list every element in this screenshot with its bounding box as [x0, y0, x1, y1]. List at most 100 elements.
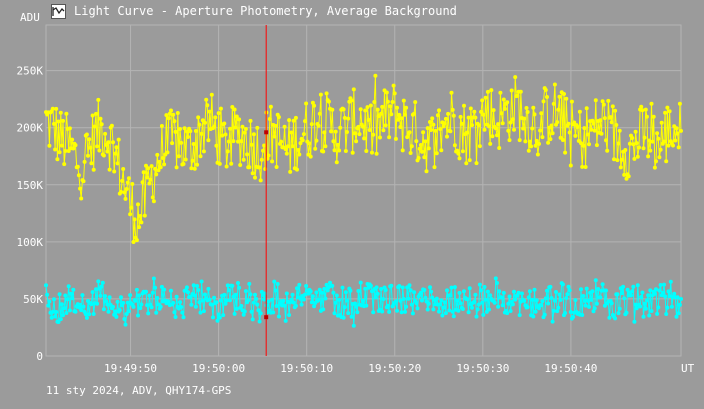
data-point: [193, 129, 198, 133]
data-point: [87, 137, 92, 142]
data-point: [666, 143, 671, 148]
data-point: [671, 143, 675, 148]
data-point: [218, 298, 223, 303]
data-point: [199, 131, 204, 136]
data-point: [169, 288, 173, 293]
data-point: [677, 101, 682, 106]
data-point: [63, 149, 68, 153]
data-point: [462, 289, 466, 294]
data-point: [45, 292, 50, 297]
data-point: [259, 157, 264, 162]
light-curve-chart[interactable]: 0 50K 100K 150K 200K 250K 19:49:50 19:50:00 19:5…: [0, 0, 704, 380]
data-point: [171, 300, 176, 305]
data-point: [466, 310, 471, 315]
data-point: [621, 284, 626, 289]
data-point: [533, 143, 538, 148]
data-point: [554, 290, 558, 294]
data-point: [331, 139, 336, 144]
data-point: [664, 312, 669, 316]
data-point: [205, 103, 210, 108]
data-point: [562, 92, 566, 96]
data-point: [316, 123, 321, 128]
data-point: [485, 289, 490, 294]
data-point: [674, 126, 679, 131]
data-point: [222, 292, 227, 297]
data-point: [323, 296, 328, 301]
data-point: [337, 148, 342, 153]
data-point: [297, 282, 302, 287]
data-point: [510, 117, 515, 122]
data-point: [617, 306, 622, 311]
data-point: [507, 294, 512, 299]
data-point: [337, 297, 342, 302]
data-point: [332, 148, 337, 153]
data-point: [619, 157, 624, 162]
data-point: [635, 283, 640, 288]
data-point: [253, 175, 257, 180]
data-point: [188, 129, 193, 134]
data-point: [560, 282, 565, 287]
data-point: [61, 313, 65, 318]
data-point: [259, 289, 264, 294]
data-point: [665, 305, 670, 310]
data-point: [550, 319, 555, 324]
data-point: [565, 292, 570, 297]
data-point: [215, 318, 220, 323]
data-point: [125, 300, 130, 305]
data-point: [73, 309, 78, 314]
data-point: [151, 276, 156, 281]
data-point: [523, 139, 528, 144]
data-point: [556, 305, 561, 310]
data-point: [271, 310, 276, 315]
data-point: [431, 307, 436, 312]
data-point: [422, 288, 427, 292]
data-point: [466, 115, 471, 120]
data-point: [90, 290, 95, 295]
data-point: [582, 126, 587, 131]
data-point: [309, 122, 314, 127]
data-point: [293, 303, 298, 308]
series-layer: [44, 73, 683, 328]
data-point: [304, 284, 309, 288]
data-point: [481, 312, 486, 317]
data-point: [54, 106, 59, 111]
data-point: [223, 301, 228, 306]
data-point: [632, 156, 637, 161]
data-point: [672, 291, 677, 296]
data-point: [633, 302, 638, 307]
data-point: [268, 104, 273, 109]
data-point: [405, 135, 410, 140]
data-point: [218, 106, 223, 111]
data-point: [301, 132, 306, 137]
data-point: [380, 309, 385, 314]
data-point: [362, 136, 367, 141]
data-point: [340, 285, 345, 290]
data-point: [546, 301, 551, 306]
data-point: [273, 288, 278, 293]
data-point: [171, 112, 176, 117]
data-point: [622, 172, 627, 177]
data-point: [654, 159, 658, 164]
data-point: [232, 107, 237, 112]
data-point: [513, 75, 518, 80]
data-point: [358, 280, 363, 285]
data-point: [555, 120, 560, 125]
data-point: [629, 293, 633, 298]
cursor-layer[interactable]: [264, 25, 269, 356]
data-point: [458, 301, 463, 306]
data-point: [649, 101, 654, 106]
data-point: [538, 128, 543, 133]
data-point: [234, 306, 239, 311]
data-point: [76, 173, 81, 178]
data-point: [666, 289, 671, 294]
data-point: [496, 122, 501, 127]
data-point: [481, 112, 486, 117]
data-point: [593, 98, 598, 103]
data-point: [437, 309, 441, 314]
data-point: [613, 108, 618, 113]
data-point: [156, 168, 161, 173]
data-point: [545, 288, 549, 293]
data-point: [164, 113, 169, 118]
data-point: [310, 100, 315, 105]
data-point: [474, 314, 479, 319]
